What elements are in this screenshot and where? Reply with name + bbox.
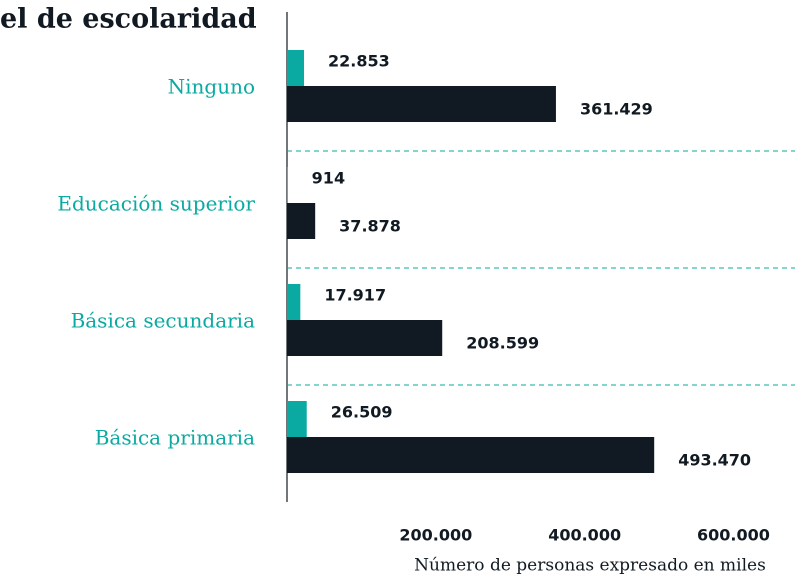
category-label: Básica primaria bbox=[95, 426, 255, 450]
x-tick-label: 600.000 bbox=[697, 526, 770, 545]
x-tick-label: 200.000 bbox=[399, 526, 472, 545]
x-axis-title: Número de personas expresado en miles bbox=[414, 556, 766, 576]
category-label: Educación superior bbox=[57, 192, 255, 216]
bar bbox=[287, 203, 316, 239]
bar bbox=[287, 437, 655, 473]
bar bbox=[287, 401, 307, 437]
value-label: 493.470 bbox=[678, 451, 751, 470]
bar bbox=[287, 86, 556, 122]
value-label: 37.878 bbox=[339, 217, 401, 236]
value-label: 361.429 bbox=[580, 100, 653, 119]
value-label: 914 bbox=[312, 169, 345, 188]
value-label: 17.917 bbox=[324, 286, 386, 305]
category-label: Básica secundaria bbox=[71, 309, 256, 333]
bar bbox=[287, 167, 288, 203]
value-label: 26.509 bbox=[331, 403, 393, 422]
bar bbox=[287, 320, 443, 356]
value-label: 22.853 bbox=[328, 52, 390, 71]
bar bbox=[287, 50, 305, 86]
value-label: 208.599 bbox=[466, 334, 539, 353]
bar bbox=[287, 284, 301, 320]
category-label: Ninguno bbox=[168, 75, 255, 99]
x-tick-label: 400.000 bbox=[548, 526, 621, 545]
chart-title: el de escolaridad bbox=[0, 4, 257, 35]
